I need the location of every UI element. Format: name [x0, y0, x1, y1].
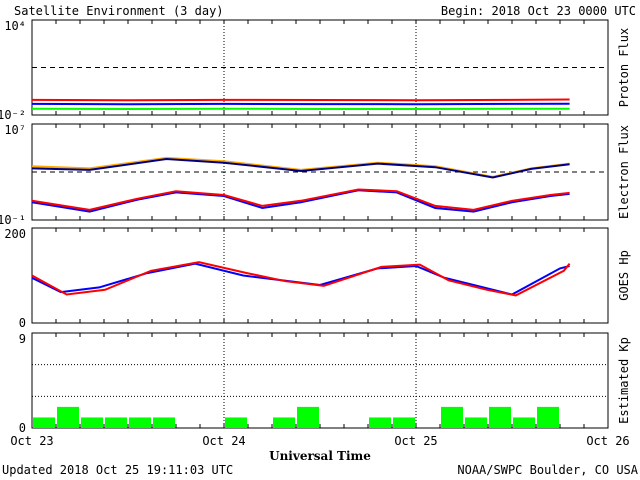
kp-bar [465, 417, 487, 428]
panels: 10⁴ 10⁻² Proton Flux 10⁷ 10⁻¹ Electron Flux 20… [0, 19, 631, 448]
y-tick-label-top: 200 [4, 227, 26, 241]
y-tick-label-top: 10⁷ [4, 123, 26, 137]
begin-time: Begin: 2018 Oct 23 0000 UTC [441, 4, 636, 18]
y-tick-label-bottom: 10⁻¹ [0, 213, 26, 227]
kp-bar [33, 417, 55, 428]
kp-bar [441, 406, 463, 428]
kp-bar [489, 406, 511, 428]
series-line-red [31, 98, 570, 102]
y-axis-label: GOES Hp [617, 250, 631, 301]
y-axis-label: Estimated Kp [617, 337, 631, 424]
kp-bar [153, 417, 175, 428]
y-tick-label-bottom: 0 [19, 421, 26, 435]
x-tick-label: Oct 24 [202, 434, 245, 448]
kp-bar [129, 417, 151, 428]
credit: NOAA/SWPC Boulder, CO USA [457, 463, 638, 477]
panel-0: 10⁴ 10⁻² Proton Flux [0, 19, 631, 122]
y-tick-label-bottom: 0 [19, 316, 26, 330]
chart-title: Satellite Environment (3 day) [14, 4, 224, 18]
kp-bar [57, 406, 79, 428]
panel-frame [31, 227, 609, 324]
x-tick-label: Oct 26 [586, 434, 629, 448]
series-line-red [31, 188, 570, 211]
series-line-red [31, 261, 571, 297]
y-axis-label: Proton Flux [617, 28, 631, 107]
x-axis-label: Universal Time [269, 449, 371, 463]
kp-bar [393, 417, 415, 428]
kp-bar [105, 417, 127, 428]
y-tick-label-top: 10⁴ [4, 19, 26, 33]
panel-1: 10⁷ 10⁻¹ Electron Flux [0, 123, 631, 227]
panel-3: 9 0 Estimated Kp [19, 332, 631, 435]
kp-bar [81, 417, 103, 428]
kp-bar [297, 406, 319, 428]
kp-bar [369, 417, 391, 428]
kp-bar [273, 417, 295, 428]
y-tick-label-bottom: 10⁻² [0, 108, 26, 122]
y-axis-label: Electron Flux [617, 125, 631, 219]
x-tick-label: Oct 23 [10, 434, 53, 448]
panel-frame [31, 332, 609, 429]
y-tick-label-top: 9 [19, 332, 26, 346]
series-line-navy [31, 157, 570, 179]
panel-2: 200 0 GOES Hp [4, 227, 631, 330]
kp-bar [513, 417, 535, 428]
updated-time: Updated 2018 Oct 25 19:11:03 UTC [2, 463, 233, 477]
x-tick-label: Oct 25 [394, 434, 437, 448]
kp-bar [225, 417, 247, 428]
series-line-blue [31, 102, 570, 106]
kp-bar [537, 406, 559, 428]
